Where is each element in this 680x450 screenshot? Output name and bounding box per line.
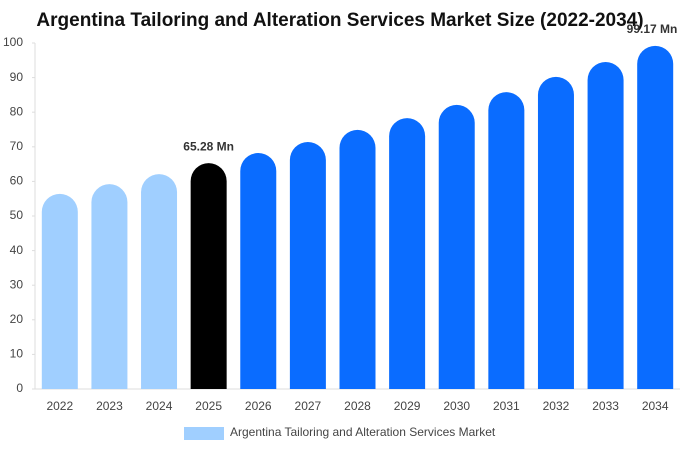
chart-title: Argentina Tailoring and Alteration Servi… [36,10,643,31]
bar [190,163,227,389]
y-tick-label: 10 [10,347,24,361]
bar [488,92,525,390]
data-label: 65.28 Mn [183,139,234,153]
x-tick-label: 2032 [543,399,570,413]
x-tick-label: 2027 [295,399,322,413]
x-tick-label: 2025 [195,399,222,413]
y-tick-label: 30 [10,277,24,291]
bar [587,62,624,390]
bar [389,118,426,389]
y-tick-label: 100 [3,35,23,49]
x-tick-label: 2033 [592,399,619,413]
bar [240,153,277,389]
legend-swatch [184,427,224,440]
x-tick-label: 2022 [46,399,73,413]
x-tick-label: 2023 [96,399,123,413]
bar [637,45,674,390]
x-tick-label: 2029 [394,399,421,413]
x-tick-label: 2034 [642,399,669,413]
y-tick-label: 40 [10,243,24,257]
x-tick-label: 2026 [245,399,272,413]
legend-label: Argentina Tailoring and Alteration Servi… [230,425,496,439]
x-tick-label: 2031 [493,399,520,413]
y-tick-label: 20 [10,312,24,326]
x-tick-label: 2028 [344,399,371,413]
bar [438,104,475,390]
bar [537,76,574,390]
bar [289,141,326,389]
y-tick-label: 0 [16,381,23,395]
y-tick-label: 50 [10,208,24,222]
y-tick-label: 70 [10,139,24,153]
bar [339,129,376,389]
bar [141,174,178,389]
y-tick-label: 80 [10,104,24,118]
x-tick-label: 2030 [443,399,470,413]
y-tick-label: 60 [10,174,24,188]
bar [41,193,78,389]
data-label: 99.17 Mn [627,22,678,36]
y-tick-label: 90 [10,70,24,84]
x-tick-label: 2024 [146,399,173,413]
bar [91,184,128,389]
